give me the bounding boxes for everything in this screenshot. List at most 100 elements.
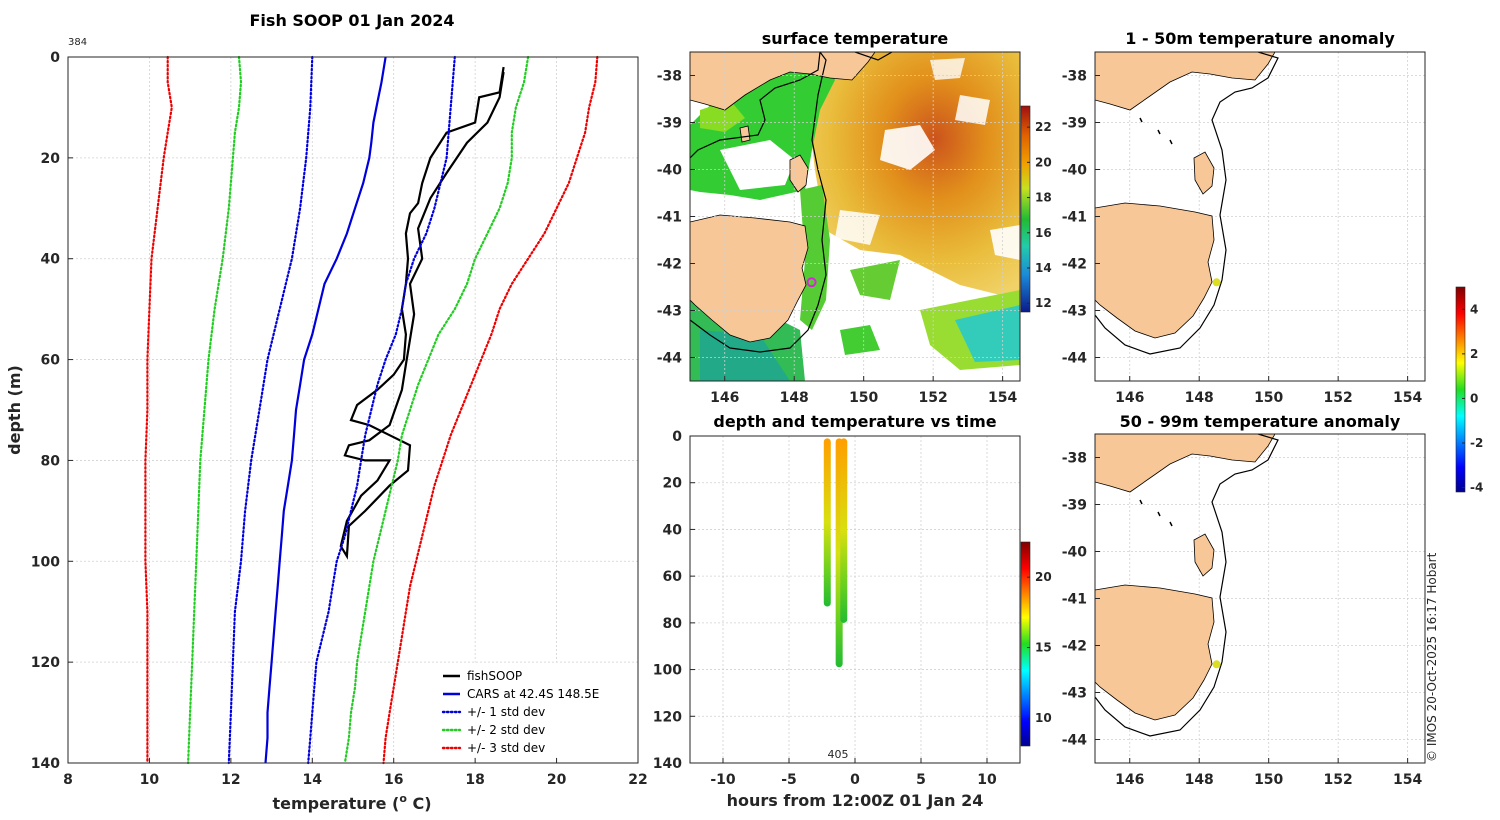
profile-series-fishsoop [339,66,505,560]
depth-time-chart: depth and temperature vs time 405 -10 -5 0… [653,412,1052,810]
sst-x-tick-label: 148 [780,390,809,406]
depth-time-y-tick-label: 60 [663,569,683,585]
depth-time-gridlines [690,435,1020,764]
legend-label: fishSOOP [467,669,522,683]
sst-gridlines [690,52,1020,381]
profile-y-tick-label: 120 [31,655,60,671]
sst-colorbar-label: 12 [1035,296,1052,310]
anomaly-50-99m-field [1095,434,1279,737]
sst-sample-marker [806,277,817,288]
anomaly-50-99m-x-tick-label: 148 [1185,772,1214,788]
profile-x-tick-label: 20 [547,772,567,788]
anomaly-50-99m-sample-marker [1212,660,1221,669]
sst-y-tick-label: -42 [657,257,682,273]
depth-time-y-tick-label: 40 [663,522,683,538]
legend-label: +/- 2 std dev [467,723,545,737]
profile-y-tick-label: 80 [41,453,61,469]
sst-y-tick-label: -44 [657,351,683,367]
profile-x-tick-label: 22 [628,772,647,788]
depth-time-x-tick-label: 5 [916,772,926,788]
anomaly-1-50m-map: 1 - 50m temperature anomaly 146 148 150 152… [1062,29,1426,406]
anomaly-50-99m-y-tick-label: -44 [1062,733,1088,749]
anomaly-colorbar-label: 0 [1470,391,1478,405]
anomaly-1-50m-y-tick-label: -40 [1062,163,1088,179]
depth-time-x-tick-label: 10 [977,772,997,788]
profile-x-tick-label: 18 [465,772,484,788]
depth-time-x-tick-label: -5 [781,772,797,788]
depth-time-x-tick-label: 0 [850,772,860,788]
copyright-notice: © IMOS 20-Oct-2025 16:17 Hobart [1425,552,1439,762]
profile-y-tick-label: 20 [41,151,61,167]
anomaly-colorbar-label: 2 [1470,347,1478,361]
sst-colorbar-label: 18 [1035,191,1052,205]
anomaly-1-50m-y-tick-label: -42 [1062,257,1087,273]
anomaly-50-99m-y-tick-label: -41 [1062,592,1087,608]
sst-y-tick-label: -43 [657,304,682,320]
sst-y-tick-label: -38 [657,69,682,85]
profile-x-tick-label: 10 [140,772,160,788]
anomaly-50-99m-x-tick-label: 150 [1254,772,1283,788]
anomaly-50-99m-y-tick-label: -38 [1062,451,1087,467]
legend-label: +/- 3 std dev [467,741,545,755]
anomaly-colorbar-label: 4 [1470,302,1478,316]
profile-x-ticks: 8 10 12 14 16 18 20 22 [63,758,648,788]
depth-time-y-ticks: 0 20 40 60 80 100 120 140 [653,429,695,772]
profile-series--1-std [307,55,456,765]
sst-colorbar-label: 16 [1035,226,1052,240]
legend-label: CARS at 42.4S 148.5E [467,687,599,701]
depth-time-colorbar-label: 10 [1035,711,1052,725]
depth-time-colorbar-label: 20 [1035,570,1052,584]
sst-x-tick-label: 150 [849,390,878,406]
anomaly-50-99m-x-tick-label: 152 [1324,772,1353,788]
depth-time-colorbar-label: 15 [1035,641,1052,655]
depth-time-y-tick-label: 120 [653,709,682,725]
sst-colorbar-label: 22 [1035,120,1052,134]
profile-legend: fishSOOP CARS at 42.4S 148.5E +/- 1 std de… [436,662,618,758]
profile-series [144,55,599,765]
anomaly-1-50m-x-tick-label: 148 [1185,390,1214,406]
anomaly-50-99m-map: 50 - 99m temperature anomaly 146 148 150 15… [1062,412,1426,788]
profile-gridlines [67,56,639,764]
depth-time-y-tick-label: 0 [672,429,682,445]
anomaly-50-99m-gridlines [1095,434,1425,763]
profile-series--2-std [187,55,243,765]
depth-time-x-axis-label: hours from 12:00Z 01 Jan 24 [727,791,984,810]
anomaly-50-99m-y-tick-label: -43 [1062,686,1087,702]
temperature-profile-chart: Fish SOOP 01 Jan 2024 384 8 10 12 14 16 18 20 2… [5,11,648,813]
anomaly-colorbar [1455,286,1466,493]
anomaly-50-99m-x-tick-label: 146 [1115,772,1144,788]
anomaly-50-99m-title: 50 - 99m temperature anomaly [1120,412,1401,431]
profile-x-tick-label: 16 [384,772,403,788]
profile-series--3-std [382,55,599,765]
sst-x-tick-label: 154 [988,390,1017,406]
anomaly-1-50m-x-tick-label: 150 [1254,390,1283,406]
sst-x-tick-label: 146 [710,390,739,406]
anomaly-50-99m-y-ticks: -38 -39 -40 -41 -42 -43 -44 [1062,451,1100,749]
sst-y-ticks: -38 -39 -40 -41 -42 -43 -44 [657,69,695,367]
sst-colorbar [1020,105,1031,313]
anomaly-50-99m-y-tick-label: -42 [1062,639,1087,655]
depth-time-y-tick-label: 80 [663,616,683,632]
legend-label: +/- 1 std dev [467,705,545,719]
depth-time-cast [823,438,831,607]
depth-time-colorbar-ticks: 10 15 20 [1027,570,1052,725]
profile-y-tick-label: 140 [31,756,60,772]
anomaly-colorbar-label: -4 [1470,481,1483,495]
profile-x-tick-label: 12 [221,772,240,788]
profile-series--1-std [227,55,314,765]
anomaly-50-99m-y-tick-label: -39 [1062,498,1087,514]
anomaly-1-50m-title: 1 - 50m temperature anomaly [1125,29,1395,48]
profile-series--2-std [343,55,530,765]
profile-corner-label: 384 [68,37,87,48]
depth-time-casts [823,438,848,668]
sst-colorbar-ticks: 12 14 16 18 20 22 [1027,120,1052,310]
profile-y-axis-label: depth (m) [5,365,24,455]
profile-series--3-std [144,55,173,765]
depth-time-x-ticks: -10 -5 0 5 10 [710,758,997,788]
profile-y-tick-label: 100 [31,554,60,570]
anomaly-colorbar-group: -4 -2 0 2 4 [1455,286,1483,495]
anomaly-1-50m-sample-marker [1212,278,1221,287]
anomaly-50-99m-y-tick-label: -40 [1062,545,1088,561]
sst-x-tick-label: 152 [919,390,948,406]
depth-time-title: depth and temperature vs time [713,412,996,431]
